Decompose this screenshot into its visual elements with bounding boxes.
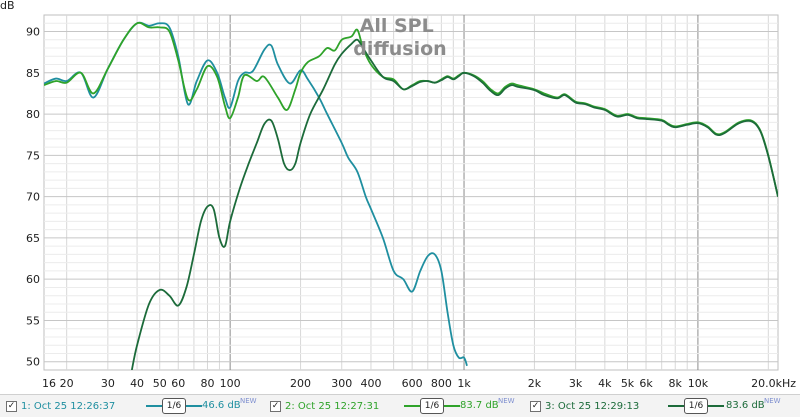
spl-chart: dB 50 55 60 65 70 75 80 85 90 16 20 30 40 50 60 80 100 2… xyxy=(0,0,796,390)
y-tick-label: 55 xyxy=(26,314,40,327)
y-tick-label: 50 xyxy=(26,356,40,369)
x-tick-label: 50 xyxy=(153,377,167,390)
x-tick-label: 1k xyxy=(457,377,471,390)
x-tick-label: 2k xyxy=(528,377,542,390)
x-tick-label: 20 xyxy=(60,377,74,390)
legend-name-3: 3: Oct 25 12:29:13 xyxy=(545,400,640,412)
legend-new-badge-1: NEW xyxy=(240,397,257,405)
legend-new-badge-2: NEW xyxy=(498,397,515,405)
legend-level-1: 46.6 dB xyxy=(202,400,241,411)
x-tick-label: 16 xyxy=(42,377,56,390)
legend-level-2: 83.7 dB xyxy=(460,400,499,411)
smoothing-control-1[interactable]: 1/6 xyxy=(146,397,202,415)
legend-item-3: ✓ 3: Oct 25 12:29:13 1/6 83.6 dB NEW xyxy=(530,397,798,415)
legend-checkbox-1[interactable]: ✓ xyxy=(6,400,17,412)
legend-name-1: 1: Oct 25 12:26:37 xyxy=(21,400,116,412)
legend-checkbox-2[interactable]: ✓ xyxy=(270,400,281,412)
x-tick-label: 600 xyxy=(402,377,423,390)
x-tick-label: 10k xyxy=(688,377,709,390)
y-tick-label: 75 xyxy=(26,149,40,162)
grid xyxy=(44,15,778,370)
x-tick-label: 80 xyxy=(200,377,214,390)
x-tick-label: 40 xyxy=(130,377,144,390)
legend-level-3: 83.6 dB xyxy=(726,400,765,411)
x-tick-label: 400 xyxy=(360,377,381,390)
chart-title-line-1: All SPL xyxy=(360,15,434,37)
x-tick-label: 3k xyxy=(569,377,583,390)
x-axis-ticks: 16 20 30 40 50 60 80 100 200 300 400 600 800 1k 2k 3k 4k… xyxy=(42,377,796,390)
y-tick-label: 65 xyxy=(26,232,40,245)
y-tick-label: 60 xyxy=(26,273,40,286)
chart-title-line-2: diffusion xyxy=(353,38,446,60)
series-layer xyxy=(44,21,778,370)
smoothing-control-3[interactable]: 1/6 xyxy=(668,397,724,415)
chart-title: All SPL diffusion xyxy=(353,15,446,60)
legend-bar: ✓ 1: Oct 25 12:26:37 1/6 46.6 dB NEW ✓ 2… xyxy=(0,394,800,417)
legend-item-2: ✓ 2: Oct 25 12:27:31 1/6 83.7 dB NEW xyxy=(270,397,525,415)
smoothing-label-2: 1/6 xyxy=(420,398,444,414)
smoothing-label-3: 1/6 xyxy=(684,398,708,414)
x-tick-label: 4k xyxy=(598,377,612,390)
x-tick-label: 8k xyxy=(669,377,683,390)
x-tick-label: 60 xyxy=(171,377,185,390)
x-tick-label: 5k xyxy=(621,377,635,390)
smoothing-control-2[interactable]: 1/6 xyxy=(404,397,460,415)
legend-new-badge-3: NEW xyxy=(764,397,781,405)
y-axis-unit-label: dB xyxy=(0,0,15,12)
y-axis-ticks: 50 55 60 65 70 75 80 85 90 xyxy=(26,26,40,369)
y-tick-label: 85 xyxy=(26,67,40,80)
smoothing-label-1: 1/6 xyxy=(162,398,186,414)
legend-name-2: 2: Oct 25 12:27:31 xyxy=(285,400,380,412)
legend-item-1: ✓ 1: Oct 25 12:26:37 1/6 46.6 dB NEW xyxy=(6,397,261,415)
x-tick-label: 6k xyxy=(639,377,653,390)
y-tick-label: 70 xyxy=(26,191,40,204)
x-tick-label: 30 xyxy=(101,377,115,390)
series-line-3 xyxy=(130,38,778,370)
x-tick-label: 800 xyxy=(431,377,452,390)
x-tick-label: 200 xyxy=(290,377,311,390)
plot-area xyxy=(43,14,779,371)
x-tick-label: 300 xyxy=(331,377,352,390)
y-tick-label: 80 xyxy=(26,108,40,121)
x-tick-label: 100 xyxy=(220,377,241,390)
x-tick-label: 20.0kHz xyxy=(751,377,796,390)
y-tick-label: 90 xyxy=(26,26,40,39)
legend-checkbox-3[interactable]: ✓ xyxy=(530,400,541,412)
